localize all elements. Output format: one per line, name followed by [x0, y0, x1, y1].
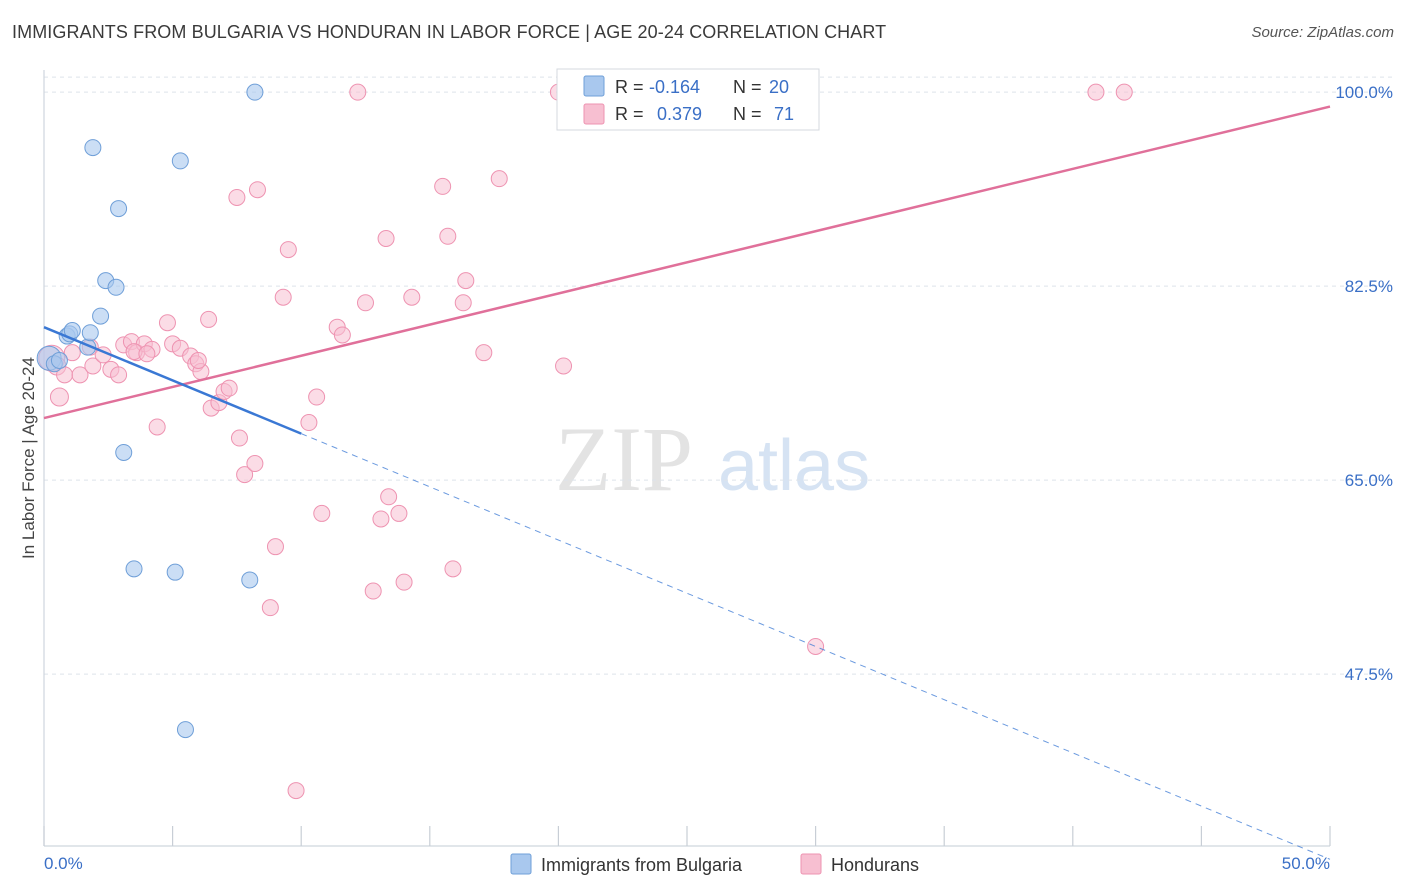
correlation-legend: R = -0.164 N = 20 R = 0.379 N = 71	[556, 68, 820, 131]
honduran-point	[1115, 83, 1133, 101]
honduran-point	[246, 455, 264, 473]
honduran-point	[266, 538, 284, 556]
honduran-point	[236, 466, 254, 484]
honduran-trend-line	[43, 105, 1331, 420]
bulgaria-trend-line	[43, 326, 302, 435]
trend-lines	[43, 105, 1331, 860]
legend-n-label-1: N =	[733, 77, 762, 97]
honduran-point	[189, 351, 207, 369]
x-ticks	[43, 826, 1331, 846]
bulgaria-point	[246, 83, 264, 101]
honduran-point	[274, 288, 292, 306]
honduran-point	[349, 83, 367, 101]
x-tick-label-min: 0.0%	[44, 854, 83, 873]
bulgaria-point	[110, 200, 128, 218]
honduran-point	[490, 170, 508, 188]
honduran-point	[364, 582, 382, 600]
honduran-point	[444, 560, 462, 578]
y-tick-label: 65.0%	[1345, 471, 1393, 490]
bulgaria-point	[166, 563, 184, 581]
honduran-point	[71, 366, 89, 384]
honduran-point	[357, 294, 374, 312]
legend-r-value-1: -0.164	[649, 77, 700, 97]
honduran-point	[279, 241, 297, 259]
bulgaria-series	[36, 83, 264, 739]
honduran-point	[807, 637, 825, 655]
bulgaria-point	[50, 351, 68, 369]
honduran-point	[380, 488, 398, 506]
y-tick-labels: 47.5% 65.0% 82.5% 100.0%	[1335, 83, 1393, 684]
honduran-point	[230, 429, 248, 447]
honduran-point	[200, 310, 218, 328]
honduran-point	[138, 345, 156, 363]
honduran-point	[261, 599, 279, 617]
honduran-point	[372, 510, 390, 528]
honduran-point	[555, 357, 573, 375]
bottom-legend-label-honduran: Hondurans	[831, 855, 919, 875]
honduran-point	[220, 379, 238, 397]
series-legend: Immigrants from Bulgaria Hondurans	[510, 853, 919, 875]
bulgaria-point	[115, 443, 133, 461]
honduran-point	[84, 357, 102, 375]
honduran-point	[300, 414, 318, 432]
honduran-point	[228, 188, 246, 206]
legend-swatch-honduran	[583, 103, 605, 125]
y-tick-label: 47.5%	[1345, 665, 1393, 684]
legend-r-value-2: 0.379	[657, 104, 702, 124]
legend-n-value-1: 20	[769, 77, 789, 97]
honduran-point	[287, 782, 305, 800]
bulgaria-trend-extension	[301, 433, 1331, 860]
honduran-point	[475, 344, 493, 362]
honduran-point	[313, 504, 331, 522]
honduran-point	[110, 366, 128, 384]
honduran-point	[395, 573, 413, 591]
honduran-point	[390, 504, 408, 522]
honduran-point	[308, 388, 326, 406]
legend-r-label-2: R =	[615, 104, 644, 124]
honduran-point	[434, 177, 452, 195]
bottom-legend-swatch-bulgaria	[510, 853, 532, 875]
legend-swatch-bulgaria	[583, 75, 605, 97]
legend-n-value-2: 71	[774, 104, 794, 124]
honduran-point	[457, 272, 475, 290]
bulgaria-point	[171, 152, 189, 170]
y-axis-title: In Labor Force | Age 20-24	[19, 357, 38, 559]
chart-title: IMMIGRANTS FROM BULGARIA VS HONDURAN IN …	[12, 22, 887, 42]
bottom-legend-label-bulgaria: Immigrants from Bulgaria	[541, 855, 743, 875]
honduran-point	[158, 314, 176, 332]
honduran-point	[439, 227, 457, 245]
honduran-point	[148, 418, 166, 436]
honduran-point	[377, 230, 395, 248]
x-tick-label-max: 50.0%	[1282, 854, 1330, 873]
watermark-zip: ZIP	[555, 408, 693, 510]
watermark: ZIP atlas	[555, 408, 870, 510]
bulgaria-point	[176, 721, 194, 739]
y-tick-label: 82.5%	[1345, 277, 1393, 296]
legend-r-label-1: R =	[615, 77, 644, 97]
honduran-point	[63, 344, 81, 362]
watermark-atlas: atlas	[718, 426, 870, 506]
bulgaria-point	[241, 571, 259, 589]
honduran-point	[1087, 83, 1105, 101]
bottom-legend-swatch-honduran	[800, 853, 822, 875]
honduran-point	[403, 288, 421, 306]
bulgaria-point	[107, 278, 125, 296]
legend-n-label-2: N =	[733, 104, 762, 124]
bulgaria-point	[125, 560, 143, 578]
bulgaria-point	[92, 307, 110, 325]
bulgaria-point	[81, 324, 99, 342]
honduran-point	[333, 326, 351, 344]
bulgaria-point	[84, 139, 102, 157]
source-label: Source: ZipAtlas.com	[1251, 24, 1394, 41]
y-tick-label: 100.0%	[1335, 83, 1393, 102]
honduran-point	[248, 181, 266, 199]
honduran-point	[454, 294, 472, 312]
honduran-point	[49, 387, 69, 407]
